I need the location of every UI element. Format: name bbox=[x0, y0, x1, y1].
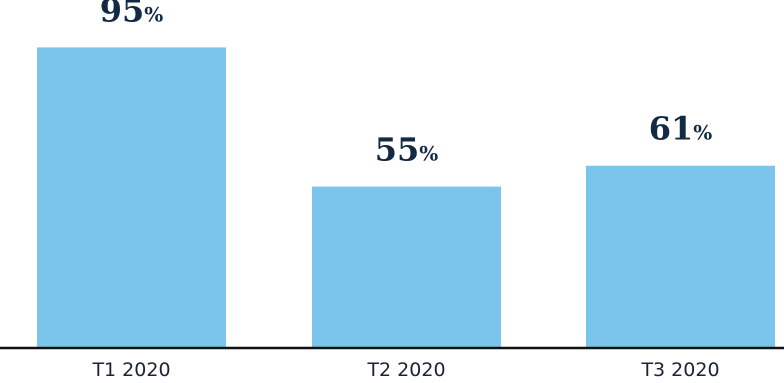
x-tick-label: T2 2020 bbox=[366, 359, 445, 381]
bar-value-label: 61% bbox=[649, 110, 713, 148]
bar-value-number: 55 bbox=[375, 131, 420, 169]
x-tick-labels-group: T1 2020 T2 2020 T3 2020 bbox=[91, 359, 719, 381]
bar-value-unit: % bbox=[144, 2, 163, 26]
bar-t1-2020 bbox=[37, 47, 226, 349]
bars-group bbox=[37, 47, 775, 349]
bar-value-unit: % bbox=[419, 142, 438, 166]
bar-t3-2020 bbox=[586, 165, 775, 348]
x-tick-label: T3 2020 bbox=[640, 359, 719, 381]
bar-value-label: 95% bbox=[100, 0, 164, 29]
value-labels-group: 95%55%61% bbox=[100, 0, 713, 169]
bar-value-label: 55% bbox=[375, 131, 439, 169]
x-tick-label: T1 2020 bbox=[91, 359, 170, 381]
bar-value-number: 61 bbox=[649, 110, 694, 148]
bar-value-number: 95 bbox=[100, 0, 145, 29]
bar-t2-2020 bbox=[312, 186, 501, 348]
bar-value-unit: % bbox=[693, 121, 712, 145]
